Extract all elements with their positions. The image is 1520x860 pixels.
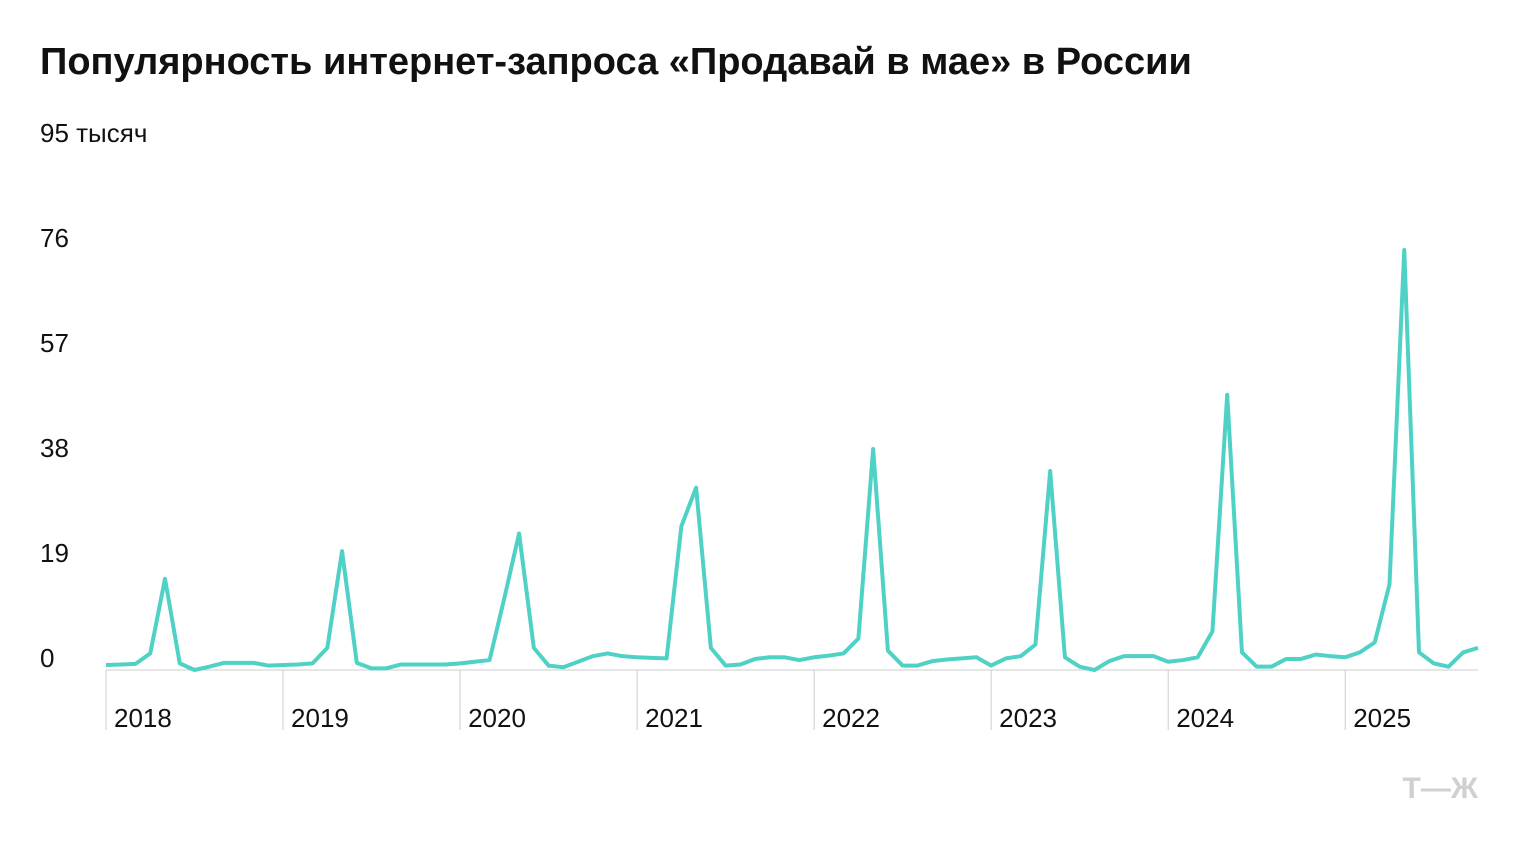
x-tick-label: 2022	[822, 703, 880, 733]
logo: Т—Ж	[1403, 772, 1479, 805]
x-tick-label: 2018	[114, 703, 172, 733]
x-tick-label: 2019	[291, 703, 349, 733]
y-tick-label: 95 тысяч	[40, 118, 147, 148]
x-tick-label: 2025	[1353, 703, 1411, 733]
y-tick-label: 19	[40, 538, 69, 568]
chart-title: Популярность интернет-запроса «Продавай …	[40, 41, 1192, 83]
y-tick-label: 0	[40, 643, 54, 673]
y-tick-label: 38	[40, 433, 69, 463]
x-tick-label: 2023	[999, 703, 1057, 733]
x-tick-label: 2024	[1176, 703, 1234, 733]
data-line	[105, 248, 1479, 672]
x-tick-label: 2021	[645, 703, 703, 733]
y-tick-label: 76	[40, 223, 69, 253]
y-tick-label: 57	[40, 328, 69, 358]
x-tick-label: 2020	[468, 703, 526, 733]
